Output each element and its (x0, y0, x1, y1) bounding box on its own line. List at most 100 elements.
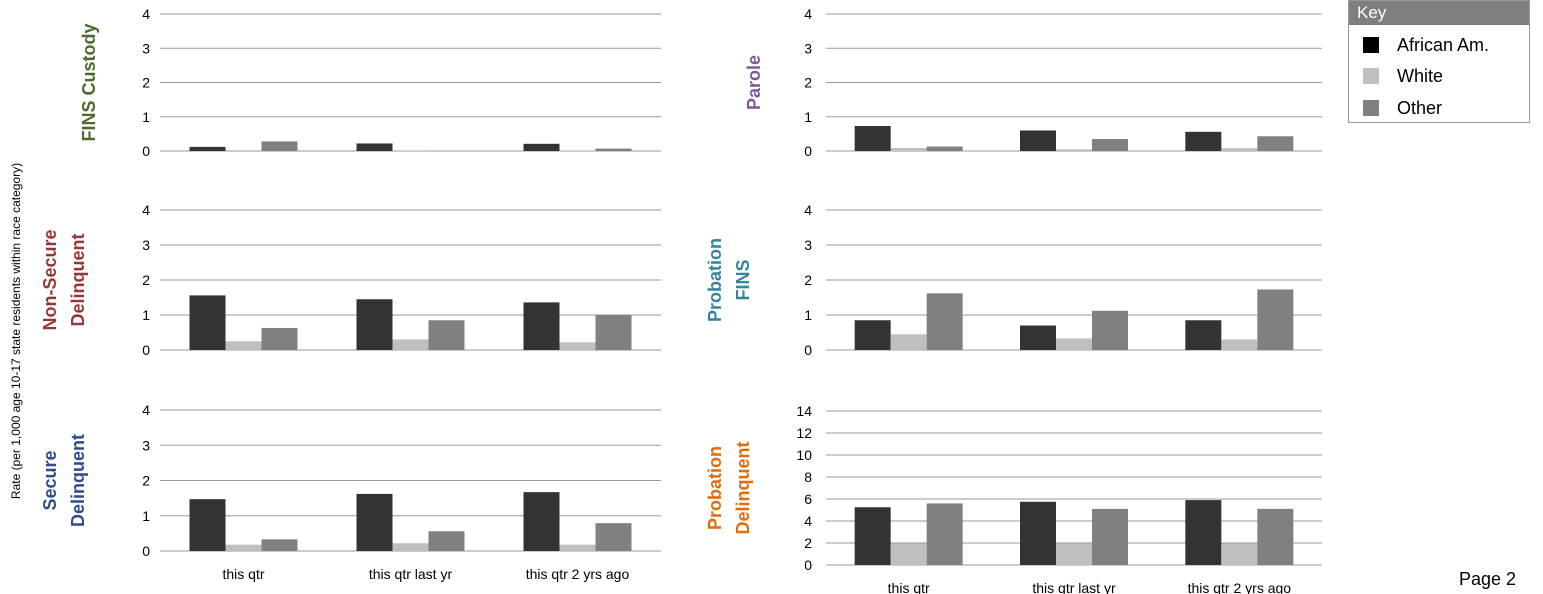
legend-item-african-am: African Am. (1363, 35, 1489, 55)
y-tick-label: 1 (804, 109, 812, 125)
y-tick-label: 2 (142, 75, 150, 91)
y-tick-label: 0 (142, 543, 150, 559)
bar (189, 499, 226, 551)
y-tick-label: 2 (142, 272, 150, 288)
panel-title: Probation (705, 238, 725, 322)
bar (1020, 130, 1056, 151)
bar (356, 299, 393, 350)
y-tick-label: 1 (142, 508, 150, 524)
panel-title: Secure (40, 450, 60, 510)
x-tick-label: this qtr (222, 566, 264, 582)
x-tick-label: this qtr last yr (369, 566, 453, 582)
bar (261, 141, 298, 151)
bar (1257, 508, 1294, 565)
bar (1056, 149, 1092, 151)
panel-title: Delinquent (733, 441, 753, 534)
y-tick-label: 14 (796, 403, 812, 419)
bar (595, 523, 632, 551)
y-tick-label: 3 (142, 437, 150, 453)
bar (225, 544, 262, 551)
bar (854, 320, 891, 350)
bar (890, 543, 927, 565)
bar (1221, 339, 1258, 350)
bar (559, 342, 596, 350)
y-tick-label: 3 (142, 237, 150, 253)
legend-swatch-icon (1363, 68, 1379, 84)
legend: Key African Am. White Other (1348, 0, 1530, 123)
y-tick-label: 10 (796, 447, 812, 463)
legend-item-other: Other (1363, 98, 1442, 118)
y-tick-label: 2 (804, 75, 812, 91)
bar (261, 539, 298, 551)
legend-label: White (1397, 65, 1444, 86)
bar (1092, 139, 1128, 151)
y-tick-label: 4 (142, 202, 150, 218)
x-tick-label: this qtr (888, 580, 930, 594)
bar (1257, 136, 1294, 151)
bar (1257, 289, 1294, 350)
y-tick-label: 4 (142, 6, 150, 22)
bar (189, 146, 226, 151)
y-tick-label: 3 (804, 237, 812, 253)
bar (926, 293, 963, 350)
y-tick-label: 1 (804, 307, 812, 323)
x-tick-label: this qtr 2 yrs ago (1188, 580, 1292, 594)
bar (595, 315, 632, 350)
legend-label: African Am. (1397, 34, 1490, 55)
bar (428, 320, 465, 350)
y-tick-label: 12 (796, 425, 812, 441)
y-tick-label: 0 (804, 557, 812, 573)
bar (559, 544, 596, 551)
y-tick-label: 0 (804, 143, 812, 159)
bar (1056, 338, 1092, 350)
bar (261, 327, 298, 350)
y-tick-label: 1 (142, 109, 150, 125)
bar (1185, 131, 1222, 151)
y-tick-label: 6 (804, 491, 812, 507)
x-tick-label: this qtr last yr (1032, 580, 1116, 594)
legend-label: Other (1397, 97, 1443, 118)
y-tick-label: 2 (804, 535, 812, 551)
y-tick-label: 4 (804, 513, 812, 529)
y-tick-label: 8 (804, 469, 812, 485)
bar (1221, 148, 1258, 151)
y-axis-label: Rate (per 1,000 age 10-17 state resident… (9, 163, 23, 499)
bar (559, 150, 596, 151)
panel-title: FINS Custody (79, 23, 99, 141)
bar (1020, 325, 1056, 350)
y-tick-label: 2 (804, 272, 812, 288)
bar (356, 143, 393, 151)
bar (1092, 508, 1128, 565)
bar (1185, 320, 1222, 350)
panel-title: Non-Secure (40, 229, 60, 330)
bar (890, 147, 927, 151)
bar (1221, 543, 1258, 565)
y-tick-label: 2 (142, 473, 150, 489)
legend-title: Key (1349, 1, 1529, 25)
bar (854, 125, 891, 151)
y-tick-label: 0 (804, 342, 812, 358)
panel-title: Parole (744, 55, 764, 110)
bar (225, 341, 262, 350)
bar (392, 543, 429, 551)
y-tick-label: 4 (142, 402, 150, 418)
bar (392, 150, 429, 151)
panel-title: Delinquent (68, 233, 88, 326)
y-tick-label: 0 (142, 143, 150, 159)
bar (392, 339, 429, 350)
y-tick-label: 3 (804, 40, 812, 56)
bar (926, 503, 963, 565)
bar (1092, 310, 1128, 350)
panel-title: Delinquent (68, 434, 88, 527)
y-tick-label: 4 (804, 6, 812, 22)
bar (523, 143, 560, 151)
bar (356, 493, 393, 551)
bar (595, 148, 632, 151)
legend-swatch-icon (1363, 100, 1379, 116)
y-tick-label: 3 (142, 40, 150, 56)
bar (854, 507, 891, 565)
bar (428, 531, 465, 551)
y-tick-label: 0 (142, 342, 150, 358)
bar (189, 295, 226, 350)
